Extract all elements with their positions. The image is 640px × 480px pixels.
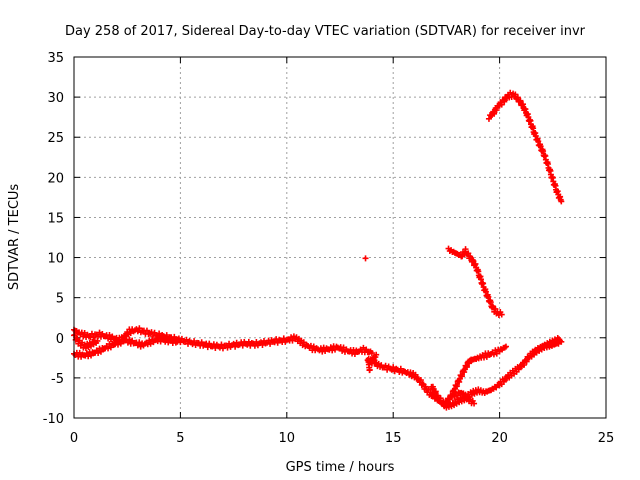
data-point [267,340,274,347]
data-point [114,341,121,348]
data-point [183,336,190,343]
data-point [198,339,205,346]
data-point [232,343,239,350]
data-point [163,335,170,342]
data-point [239,342,246,349]
data-point [339,347,346,354]
y-tick-label: -5 [51,372,64,387]
data-point [558,338,565,345]
x-tick-label: 0 [70,431,78,446]
y-axis-label: SDTVAR / TECUs [7,184,22,291]
data-point [417,377,424,384]
data-point [280,335,287,342]
data-point [191,338,198,345]
data-point [516,98,523,105]
x-tick-label: 5 [176,431,184,446]
data-point [288,334,295,341]
data-point [501,98,508,105]
data-point [465,250,472,257]
data-point [471,400,478,407]
data-point [137,343,144,350]
data-point [523,358,530,365]
y-tick-label: 15 [47,211,64,226]
data-point [462,246,469,253]
data-point [366,366,373,373]
data-point [362,255,369,262]
data-point [71,331,78,338]
data-point [105,345,112,352]
y-tick-label: 5 [56,292,64,307]
data-point [422,383,429,390]
data-point [500,378,507,385]
x-tick-label: 25 [598,431,615,446]
data-point [444,400,451,407]
data-point [502,343,509,350]
y-tick-label: -10 [43,412,64,427]
data-point [412,371,419,378]
data-point [517,97,524,104]
y-tick-label: 35 [47,51,64,66]
data-point [507,89,514,96]
data-point [259,341,266,348]
y-tick-label: 25 [47,131,64,146]
data-point [124,339,131,346]
data-point [218,341,225,348]
data-point [558,198,565,205]
x-tick-label: 10 [279,431,296,446]
data-point [136,339,143,346]
data-point [189,341,196,348]
ticks: 0 5 10 15 20 25 -10 -5 0 5 10 15 20 25 30 35 [43,51,615,446]
data-point [441,403,448,410]
data-point [485,115,492,122]
data-point [397,365,404,372]
data-point [492,305,499,312]
plot-frame [73,56,607,419]
data-point [143,327,150,334]
data-point [177,338,184,345]
data-point [382,362,389,369]
y-tick-label: 10 [47,252,64,267]
x-axis-label: GPS time / hours [286,460,395,475]
data-point [245,338,252,345]
y-tick-label: 30 [47,91,64,106]
data-points [71,89,565,411]
data-point [94,337,101,344]
chart-title: Day 258 of 2017, Sidereal Day-to-day VTE… [65,24,586,39]
data-point [390,364,397,371]
data-point [414,375,421,382]
grid [74,57,606,418]
y-tick-label: 20 [47,171,64,186]
x-tick-label: 20 [491,431,508,446]
data-point [514,94,521,101]
data-point [171,336,178,343]
data-point [327,344,334,351]
data-point [498,311,505,318]
data-point [515,366,522,373]
data-point [156,334,163,341]
data-point [83,350,90,357]
data-point [493,107,500,114]
data-point [437,395,444,402]
y-tick-label: 0 [56,332,64,347]
data-point [136,325,143,332]
data-point [368,350,375,357]
data-point [491,110,498,117]
data-point [520,362,527,369]
x-tick-label: 15 [385,431,402,446]
